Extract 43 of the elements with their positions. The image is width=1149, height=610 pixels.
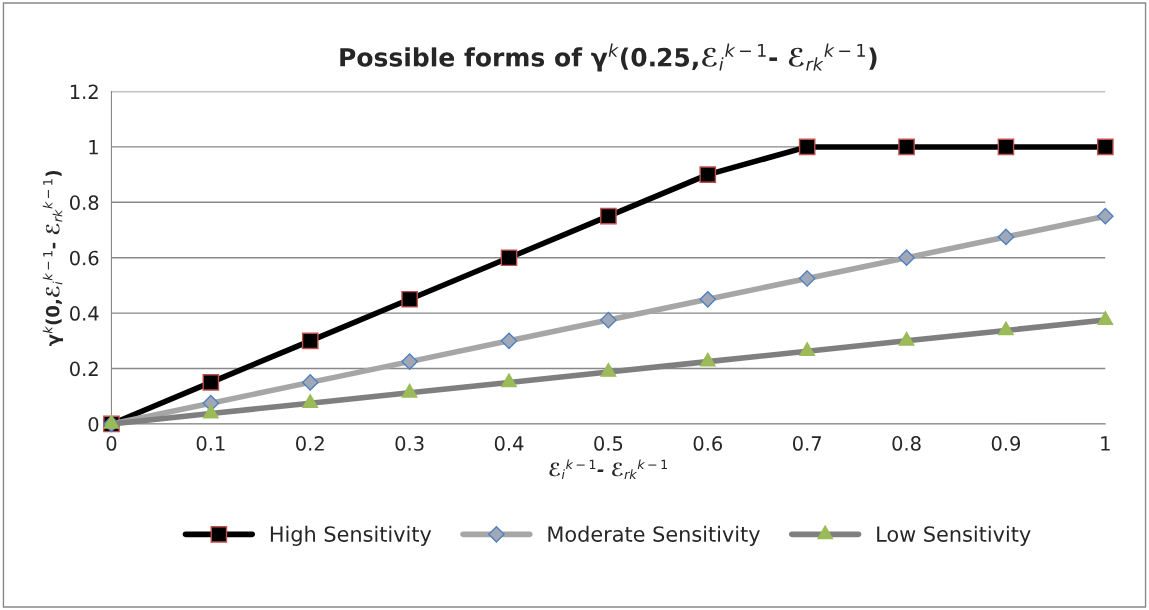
x-axis-title: ℰ$_{i}$$^{k−1}$- ℰ$_{rk}$$^{k−1}$ — [549, 459, 667, 479]
x-tick-label: 0.2 — [296, 436, 324, 451]
y-tick-label: 0.6 — [70, 250, 99, 266]
chart-title: Possible forms of γ$^{k}$(0.25,ℰ$_{i}$$^{k−1}$- ℰ$_{rk}$$^{k−1}$) — [340, 43, 877, 72]
x-tick-label: 0.8 — [892, 436, 921, 451]
point — [1097, 207, 1114, 225]
y-tick-label: 1.2 — [70, 84, 98, 99]
point — [301, 332, 319, 350]
point — [401, 353, 418, 370]
x-tick-label: 0.5 — [594, 436, 623, 451]
y-tick-label: 0 — [88, 416, 99, 432]
point — [301, 374, 319, 391]
point — [202, 374, 220, 391]
point — [600, 207, 617, 225]
text: γ$^{k}$(0,ℰ$_{i}$$^{k−1}$- ℰ$_{rk}$$^{k−1}$) — [42, 170, 64, 346]
x-tick-label: 0.7 — [792, 436, 821, 451]
point — [500, 249, 518, 267]
y-tick-label: 0.4 — [70, 306, 99, 321]
x-tick-label: 0.3 — [395, 436, 424, 451]
point — [699, 166, 717, 183]
y-tick-label: 1 — [89, 140, 98, 155]
point — [997, 138, 1015, 156]
x-tick-label: 0.4 — [494, 436, 524, 451]
legend-label: High Sensitivity — [270, 525, 432, 546]
point — [798, 138, 816, 156]
y-tick-label: 0.8 — [70, 195, 99, 210]
x-tick-label: 0 — [106, 436, 117, 451]
point — [898, 249, 915, 267]
point — [1097, 138, 1114, 156]
point — [898, 138, 915, 156]
x-tick-label: 0.9 — [991, 436, 1021, 451]
x-tick-label: 0.6 — [693, 436, 723, 451]
legend-label: Moderate Sensitivity — [548, 525, 760, 546]
x-tick-label: 1 — [1101, 436, 1110, 451]
legend-label: Low Sensitivity — [877, 525, 1031, 546]
y-tick-label: 0.2 — [70, 361, 98, 377]
point — [401, 290, 418, 308]
point — [699, 290, 717, 308]
point — [500, 332, 518, 350]
x-tick-label: 0.1 — [196, 436, 225, 451]
point — [798, 270, 816, 287]
point — [997, 228, 1015, 246]
point — [600, 311, 617, 329]
